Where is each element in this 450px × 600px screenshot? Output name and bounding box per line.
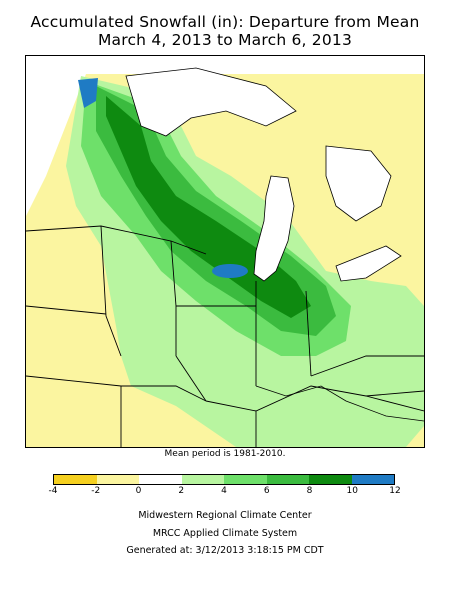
- lake-huron: [325, 145, 392, 222]
- outside-domain: [26, 56, 424, 216]
- snowfall-map: [25, 55, 425, 448]
- legend-swatch: [309, 475, 352, 484]
- legend-tick: 6: [263, 486, 270, 496]
- legend-tick: 2: [178, 486, 185, 496]
- mean-period-note: Mean period is 1981-2010.: [164, 449, 286, 459]
- region-blue-twin-cities: [212, 264, 248, 278]
- legend-tick: 8: [306, 486, 313, 496]
- footer-system-name: MRCC Applied Climate System: [152, 528, 298, 539]
- footer-center-name: Midwestern Regional Climate Center: [138, 510, 312, 521]
- color-legend-bar: [53, 474, 395, 485]
- legend-tick: -4: [48, 486, 58, 496]
- lake-michigan: [253, 175, 295, 282]
- legend-swatch: [181, 475, 224, 484]
- legend-tick: 12: [389, 486, 401, 496]
- legend-tick-labels: -4 -2 0 2 4 6 8 10 12: [49, 486, 401, 498]
- region-blue-north: [78, 78, 98, 108]
- chart-title: Accumulated Snowfall (in): Departure fro…: [30, 13, 420, 31]
- legend-swatch: [96, 475, 139, 484]
- legend-swatch: [224, 475, 267, 484]
- ohio-river: [255, 385, 424, 422]
- legend-swatch: [266, 475, 309, 484]
- lake-superior: [125, 67, 297, 137]
- chart-date-range: March 4, 2013 to March 6, 2013: [97, 31, 353, 49]
- legend-swatch: [139, 475, 182, 484]
- legend-tick: 4: [221, 486, 227, 496]
- legend-tick: 0: [135, 486, 142, 496]
- map-canvas: [26, 56, 424, 447]
- legend-swatch: [351, 475, 394, 484]
- footer-generated-time: Generated at: 3/12/2013 3:18:15 PM CDT: [126, 545, 324, 556]
- state-borders: [26, 225, 424, 447]
- lake-erie: [335, 245, 402, 282]
- legend-tick: 10: [346, 486, 358, 496]
- legend-swatch: [54, 475, 97, 484]
- legend-tick: -2: [91, 486, 101, 496]
